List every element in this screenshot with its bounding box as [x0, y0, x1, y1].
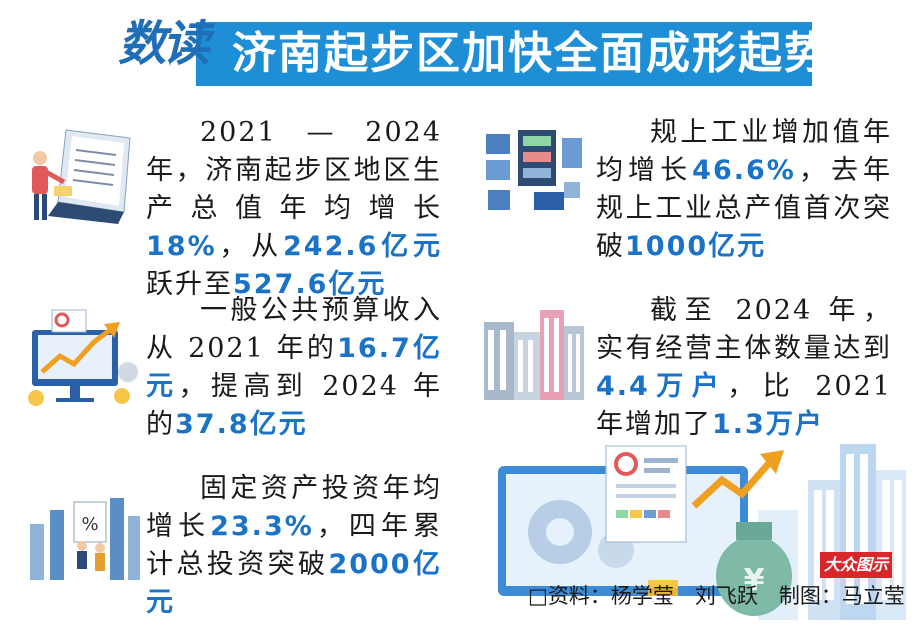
- source-credit: □资料：杨学莹 刘飞跃 制图：马立莹: [528, 584, 905, 608]
- percent-icon: %: [81, 514, 98, 535]
- paragraph-budget-revenue: 一般公共预算收入从 2021 年的16.7亿元，提高到 2024 年的37.8亿…: [146, 292, 442, 444]
- title-banner: [196, 22, 812, 86]
- highlight-figure: 16.7亿元: [146, 333, 442, 402]
- paragraph-text: 固定资产投资年均增长: [146, 473, 442, 542]
- paragraph-fixed-investment: 固定资产投资年均增长23.3%，四年累计总投资突破2000亿元: [146, 470, 442, 622]
- highlight-figure: 4.4万户: [596, 371, 728, 402]
- watermark-logo: 大众图示: [820, 552, 892, 578]
- logo-text: 数读: [118, 16, 210, 72]
- highlight-figure: 23.3%: [210, 511, 314, 542]
- person-document-illustration: [32, 129, 131, 224]
- paragraph-text: ，比 2021 年增加了: [596, 371, 892, 440]
- percent-bar-illustration: %: [30, 498, 140, 580]
- paragraph-text: 跃升至: [146, 269, 233, 300]
- highlight-figure: 242.6亿元: [283, 231, 443, 262]
- highlight-figure: 46.6%: [692, 155, 796, 186]
- paragraph-text: ，从: [216, 231, 284, 262]
- highlight-figure: 2000亿元: [146, 549, 442, 618]
- paragraph-industrial-value: 规上工业增加值年均增长46.6%，去年规上工业总产值首次突破1000亿元: [596, 114, 892, 266]
- paragraph-text: ，四年累计总投资突破: [146, 511, 442, 580]
- buildings-illustration: [484, 310, 584, 400]
- paragraph-business-entities: 截至 2024 年，实有经营主体数量达到 4.4万户，比 2021 年增加了1.3…: [596, 292, 892, 444]
- highlight-figure: 1000亿元: [625, 231, 767, 262]
- paragraph-text: 一般公共预算收入从 2021 年的: [146, 295, 442, 364]
- paragraph-text: ，去年规上工业总产值首次突破: [596, 155, 893, 262]
- highlight-figure: 18%: [146, 231, 217, 262]
- highlight-figure: 527.6亿元: [233, 269, 387, 300]
- server-blocks-illustration: [486, 130, 582, 210]
- page-title: 济南起步区加快全面成形起势: [232, 28, 830, 79]
- paragraph-text: 2021 — 2024 年，济南起步区地区生产总值年均增长: [146, 117, 442, 224]
- highlight-figure: 37.8亿元: [175, 409, 308, 440]
- monitor-chart-illustration: [28, 309, 138, 406]
- paragraph-gdp: 2021 — 2024 年，济南起步区地区生产总值年均增长 18%，从242.6亿…: [146, 114, 442, 304]
- paragraph-text: 截至 2024 年，实有经营主体数量达到: [596, 295, 892, 364]
- paragraph-text: 规上工业增加值年均增长: [596, 117, 892, 186]
- yen-icon: ¥: [744, 563, 765, 598]
- paragraph-text: ，提高到 2024 年的: [146, 371, 442, 440]
- highlight-figure: 1.3万户: [712, 409, 824, 440]
- finance-scene-illustration: ¥: [498, 444, 906, 620]
